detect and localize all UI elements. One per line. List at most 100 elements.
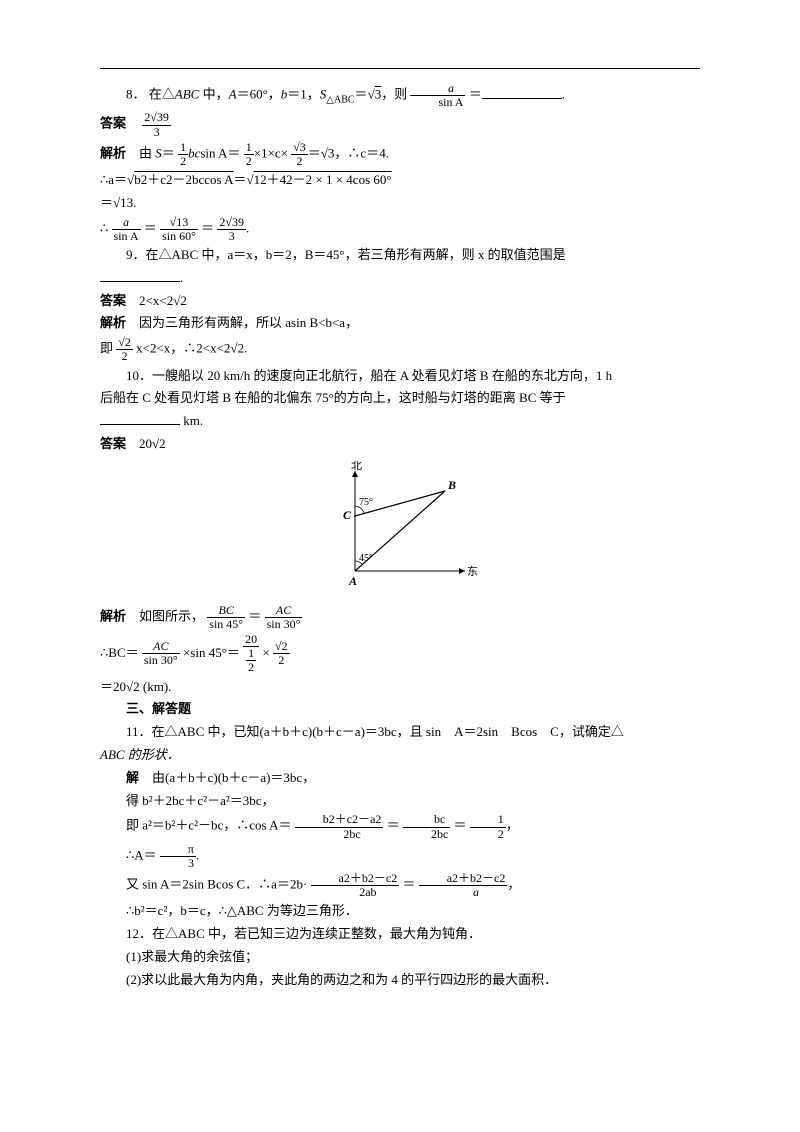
f-ab2: a2＋b2－c2a (419, 872, 508, 899)
c1d: 2bc (295, 828, 384, 841)
q10a-l: 答案 (100, 436, 126, 451)
q9-sol-2: 即 √22 x<2<x，∴2<x<2√2. (100, 336, 700, 363)
f13: √13 (160, 216, 198, 230)
diagram-wrap: 北 东 B C A 75° 45° (100, 461, 700, 598)
q10-sol-3: ＝20√2 (km). (100, 677, 700, 698)
q10l1: 一艘船以 20 km/h 的速度向正北航行，船在 A 处看见灯塔 B 在船的东北… (152, 368, 612, 383)
f3d: 3 (217, 230, 246, 243)
q9-blank (100, 268, 180, 282)
eq2: ＝ (233, 172, 246, 187)
q8-eq1: ＝60°， (237, 87, 281, 102)
c2d: 2bc (403, 828, 450, 841)
f-half2: 12 (244, 141, 254, 168)
q9a-t: 2<x<2√2 (139, 293, 187, 308)
c5n: a2＋b2－c2 (311, 872, 400, 886)
q9-frac: √22 (116, 336, 133, 363)
c4n: π (160, 843, 196, 857)
c4d: 3 (160, 857, 196, 870)
B-label: B (447, 478, 456, 492)
s3a: 即 a²＝b²＋c²－bc，∴cos A＝ (126, 818, 292, 833)
f-r2: √22 (273, 640, 290, 667)
q9fd: 2 (116, 350, 133, 363)
C-label: C (343, 508, 352, 522)
q9-p: . (180, 270, 183, 285)
fsa: sin A (112, 230, 141, 243)
f-ac2: ACsin 30° (142, 640, 180, 667)
f-pi3: π3 (160, 843, 196, 870)
c5d: 2ab (311, 886, 400, 899)
q8-eq2: ＝1， (287, 87, 320, 102)
s3d: 2 (291, 155, 308, 168)
f4-inner: 12 (246, 647, 256, 674)
sA: sin A＝ (200, 145, 240, 160)
q10-label: 10． (126, 368, 152, 383)
q9-text: 在△ABC 中，a＝x，b＝2，B＝45°，若三角形有两解，则 x 的取值范围是 (146, 247, 566, 262)
q8-sub: △ABC (326, 94, 354, 105)
s5c: ， (507, 877, 520, 892)
q9a-l: 答案 (100, 293, 126, 308)
s5b: ＝ (402, 877, 415, 892)
q8-sol-1: 解析 由 S＝ 12bcsin A＝ 12×1×c× √32＝√3，∴c＝4. (100, 141, 700, 168)
q11s1t: 由(a＋b＋c)(b＋c－a)＝3bc， (152, 770, 315, 785)
q10l2: 后船在 C 处看见灯塔 B 在船的北偏东 75°的方向上，这时船与灯塔的距离 B… (100, 390, 566, 405)
f4n: 20 (243, 633, 259, 647)
hn: 1 (178, 141, 188, 155)
fa: a (112, 216, 141, 230)
hn2: 1 (244, 141, 254, 155)
q11sol: 解 (126, 770, 139, 785)
q8-eq3: ＝ (355, 87, 368, 102)
c6d: a (419, 886, 508, 899)
q11-s6: ∴b²＝c²，b＝c，∴△ABC 为等边三角形． (100, 901, 700, 922)
q11-label: 11． (126, 724, 152, 739)
q8ans-frac: 2√393 (142, 111, 171, 138)
f-a: asin A (112, 216, 141, 243)
q12-3: (2)求以此最大角为内角，夹此角的两边之和为 4 的平行四边形的最大面积． (100, 970, 700, 991)
q9fn: √2 (116, 336, 133, 350)
q11l2: ABC 的形状． (100, 747, 180, 762)
f-half: 12 (178, 141, 188, 168)
res: ＝√3，∴c＝4. (308, 145, 389, 160)
s3n: √3 (291, 141, 308, 155)
s6: ∴b²＝c²，b＝c，∴△ABC 为等边三角形． (126, 903, 358, 918)
q8ans-d: 3 (142, 126, 171, 139)
q10a-t: 20√2 (139, 436, 166, 451)
q9s-l: 解析 (100, 315, 126, 330)
c3d: 2 (470, 828, 506, 841)
sol-label: 解析 (100, 145, 126, 160)
q9-stem: 9．在△ABC 中，a＝x，b＝2，B＝45°，若三角形有两解，则 x 的取值范… (100, 245, 700, 266)
f5n: √2 (273, 640, 290, 654)
q10l3: km. (180, 413, 203, 428)
q8-label: 8． (126, 87, 146, 102)
q10s-l: 解析 (100, 608, 126, 623)
q12-2: (1)求最大角的余弦值； (100, 947, 700, 968)
compass-diagram: 北 东 B C A 75° 45° (315, 461, 485, 591)
fe2: ＝ (201, 220, 214, 235)
q12l3: (2)求以此最大角为内角，夹此角的两边之和为 4 的平行四边形的最大面积． (126, 972, 557, 987)
q8-sol-4: ∴ asin A ＝ √13sin 60° ＝ 2√393. (100, 216, 700, 243)
f4m: 1 (246, 647, 256, 661)
s1a: 由 (139, 145, 155, 160)
q8-eqb: ＝ (469, 87, 482, 102)
q8-blank (482, 85, 562, 99)
q8-frac: asin A (410, 82, 465, 109)
f-13: √13sin 60° (160, 216, 198, 243)
page: 8． 在△ABC 中，A＝60°，b＝1，S△ABC＝√3，则 asin A ＝… (0, 0, 800, 1132)
l4: ∴ (100, 220, 108, 235)
f3n: AC (142, 640, 180, 654)
f2n: AC (265, 604, 303, 618)
expr: b2＋c2－2bccos A (134, 172, 233, 187)
c2n: bc (403, 813, 450, 827)
f1d: sin 45° (207, 618, 245, 631)
f4md: 2 (246, 661, 256, 674)
q10-ans: 答案 20√2 (100, 434, 700, 455)
s3e: ， (506, 818, 519, 833)
q8-t2: 中， (199, 87, 228, 102)
q11-s2: 得 b²＋2bc＋c²－a²＝3bc， (100, 791, 700, 812)
f-12: 12 (470, 813, 506, 840)
s5a: 又 sin A＝2sin Bcos C．∴a＝2b· (126, 877, 307, 892)
s3c: ＝ (454, 818, 467, 833)
q10-sol-2: ∴BC＝ ACsin 30° ×sin 45°＝ 2012 × √22 (100, 633, 700, 675)
s3b: ＝ (387, 818, 400, 833)
q10s3: ＝20√2 (km). (100, 679, 171, 694)
expr2: 12＋42－2 × 1 × 4cos 60° (254, 172, 392, 187)
